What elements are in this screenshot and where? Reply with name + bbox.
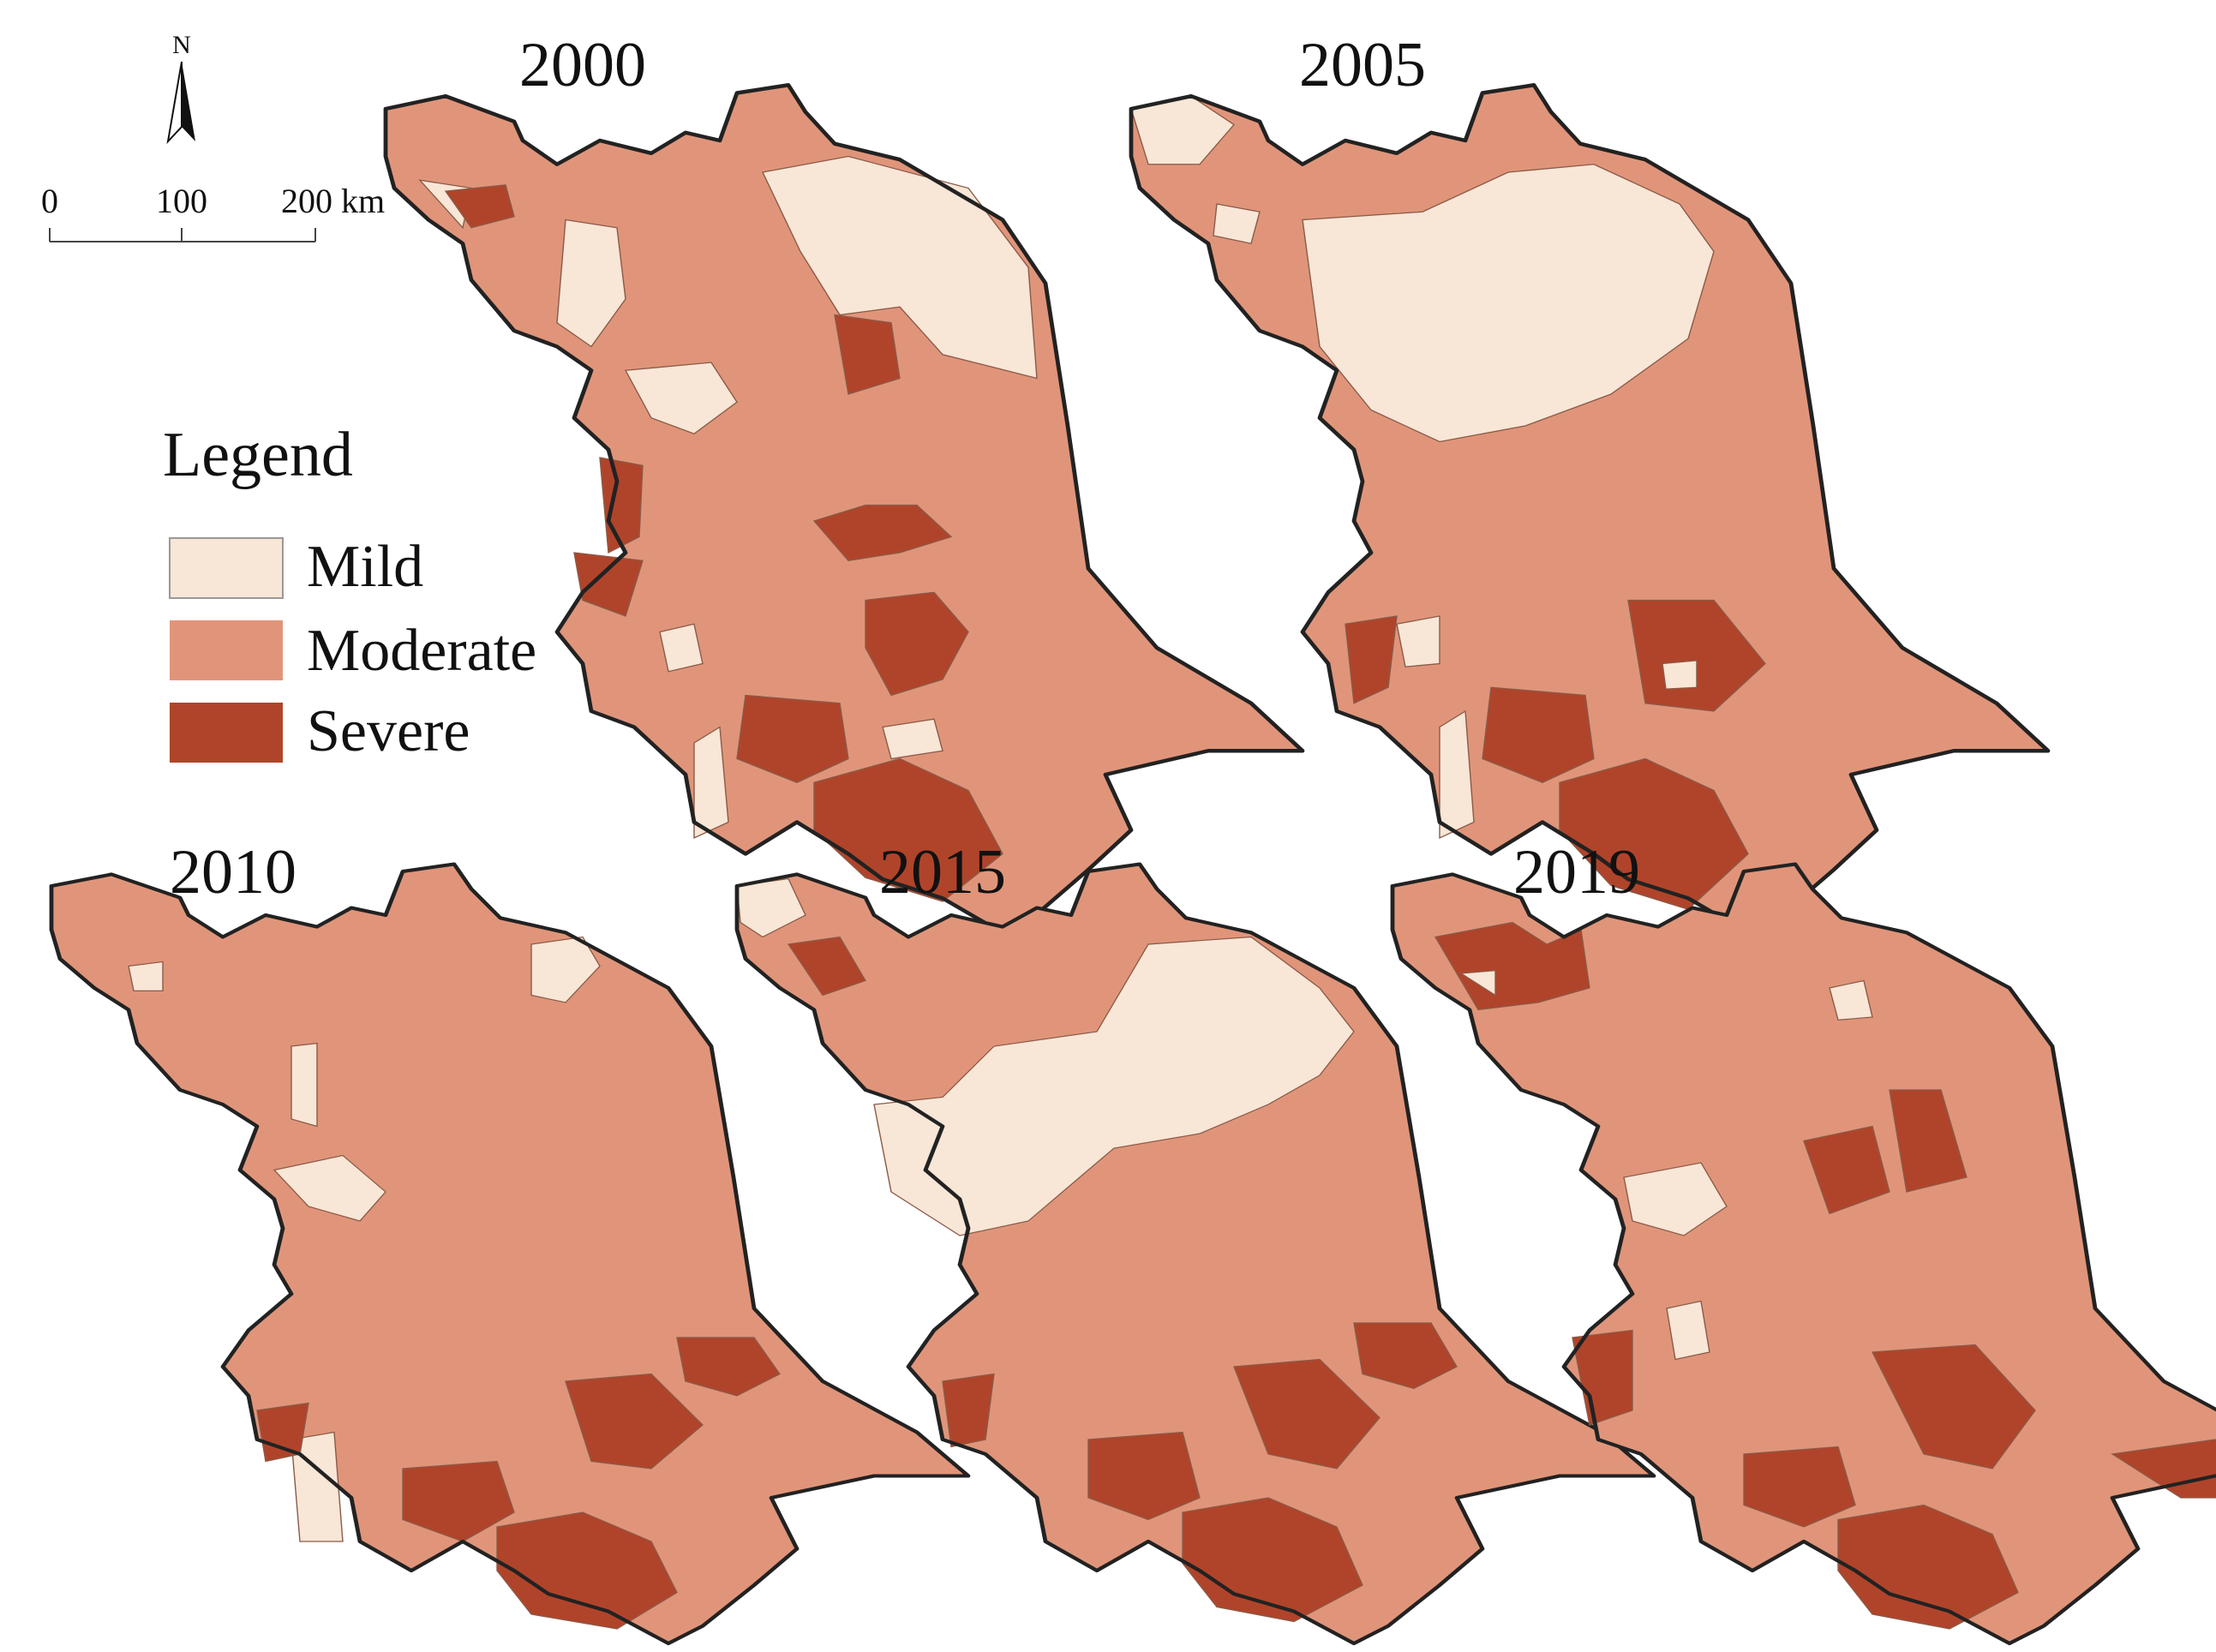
north-arrow-outline-icon [166,61,183,145]
legend-swatch-mild [169,537,284,599]
map-panel-2019 [1392,865,2216,1644]
map-year-2019: 2019 [1513,837,1640,907]
legend: Legend Mild Moderate Severe [163,420,536,764]
scale-tick-200: 200 km [281,182,385,220]
north-label: N [172,31,191,59]
scale-tick-0: 0 [41,182,58,220]
map-regions-2005 [1130,95,1766,910]
map-regions-2010 [128,936,781,1630]
map-year-2000: 2000 [519,30,646,100]
legend-swatch-moderate [170,620,283,680]
legend-swatch-severe [170,703,283,763]
map-panel-2015 [737,865,1654,1644]
map-panel-2010 [51,865,968,1644]
map-regions-2015 [736,877,1458,1623]
north-arrow: N [166,31,195,145]
map-year-2005: 2005 [1299,30,1426,100]
north-arrow-icon [182,62,195,141]
map-year-2010: 2010 [170,837,296,907]
legend-title: Legend [163,420,353,490]
legend-label-severe: Severe [307,698,470,764]
map-year-2015: 2015 [879,837,1006,907]
scale-tick-100: 100 [156,182,207,220]
map-panel-2000 [386,85,1303,933]
map-panel-2005 [1131,85,2048,933]
map-regions-2019 [1434,921,2216,1630]
legend-label-mild: Mild [307,534,423,600]
scale-bar: 0 100 200 km [41,182,385,242]
legend-label-moderate: Moderate [307,618,536,684]
